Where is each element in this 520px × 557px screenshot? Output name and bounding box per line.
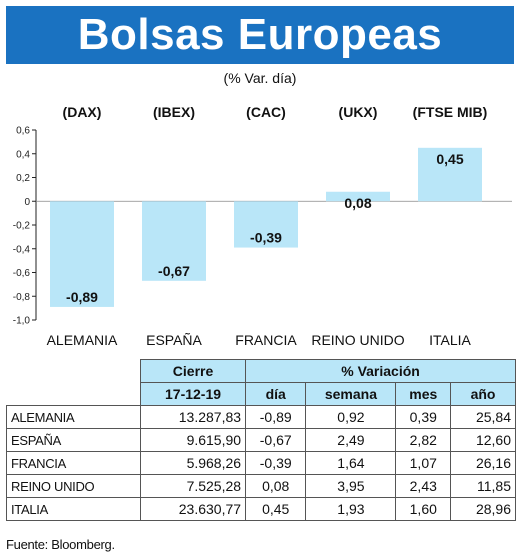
y-tick-label: -0,2	[13, 221, 31, 232]
index-label: (DAX)	[63, 104, 102, 120]
row-country: ALEMANIA	[6, 405, 141, 429]
row-semana: 3,95	[305, 474, 397, 498]
title-band: Bolsas Europeas	[6, 6, 514, 64]
row-cierre: 13.287,83	[139, 405, 247, 429]
bar-value-label: -0,39	[250, 230, 282, 246]
bar	[326, 191, 390, 202]
row-mes: 1,07	[395, 451, 452, 475]
header-cierre: Cierre	[139, 359, 247, 383]
row-anio: 12,60	[450, 428, 516, 452]
row-anio: 25,84	[450, 405, 516, 429]
bar	[418, 147, 482, 202]
table-row: REINO UNIDO 7.525,28 0,08 3,95 2,43 11,8…	[6, 474, 516, 498]
chart-subtitle: (% Var. día)	[223, 70, 297, 86]
y-tick-label: 0,6	[16, 126, 30, 137]
header-dia: día	[245, 382, 307, 406]
row-mes: 2,43	[395, 474, 452, 498]
row-anio: 11,85	[450, 474, 516, 498]
row-semana: 1,93	[305, 497, 397, 521]
header-date: 17-12-19	[139, 382, 247, 406]
bar-value-label: 0,08	[344, 195, 371, 211]
header-semana: semana	[305, 382, 397, 406]
row-dia: -0,39	[245, 451, 307, 475]
y-tick-label: -0,8	[13, 292, 31, 303]
table-row: FRANCIA 5.968,26 -0,39 1,64 1,07 26,16	[6, 451, 516, 475]
header-mes: mes	[395, 382, 452, 406]
table-row: ITALIA 23.630,77 0,45 1,93 1,60 28,96	[6, 497, 516, 521]
y-tick-label: 0,4	[16, 149, 30, 160]
bar-chart: 0,6 0,4 0,2 0 -0,2 -0,4 -0,6 -0,8 -1,0 -0,89 (DAX)…	[13, 104, 512, 348]
bar-value-label: -0,67	[158, 263, 190, 279]
bar	[234, 201, 298, 248]
y-tick-label: 0	[24, 197, 30, 208]
index-label: (IBEX)	[153, 104, 195, 120]
row-semana: 1,64	[305, 451, 397, 475]
index-label: (UKX)	[339, 104, 378, 120]
row-anio: 28,96	[450, 497, 516, 521]
x-tick-label: REINO UNIDO	[311, 332, 404, 348]
index-label: (FTSE MIB)	[413, 104, 488, 120]
row-cierre: 9.615,90	[139, 428, 247, 452]
stock-table: Cierre % Variación 17-12-19 día semana m…	[6, 359, 516, 521]
x-tick-label: ITALIA	[429, 332, 471, 348]
y-tick-label: -0,4	[13, 244, 31, 255]
row-cierre: 23.630,77	[139, 497, 247, 521]
table-header-row-2: 17-12-19 día semana mes año	[7, 382, 516, 406]
y-tick-label: -0,6	[13, 268, 31, 279]
row-country: ESPAÑA	[6, 428, 141, 452]
y-tick-label: -1,0	[13, 316, 31, 327]
row-anio: 26,16	[450, 451, 516, 475]
table-header-row-1: Cierre % Variación	[6, 359, 516, 406]
row-semana: 2,49	[305, 428, 397, 452]
row-mes: 1,60	[395, 497, 452, 521]
source-note: Fuente: Bloomberg.	[6, 537, 115, 552]
row-mes: 0,39	[395, 405, 452, 429]
x-tick-label: FRANCIA	[235, 332, 297, 348]
row-dia: -0,67	[245, 428, 307, 452]
index-label: (CAC)	[246, 104, 286, 120]
row-semana: 0,92	[305, 405, 397, 429]
row-cierre: 5.968,26	[139, 451, 247, 475]
bar-value-label: 0,45	[436, 151, 463, 167]
table-corner	[6, 359, 141, 406]
table-row: ESPAÑA 9.615,90 -0,67 2,49 2,82 12,60	[6, 428, 516, 452]
row-country: ITALIA	[6, 497, 141, 521]
y-tick-label: 0,2	[16, 173, 30, 184]
table-row: ALEMANIA 13.287,83 -0,89 0,92 0,39 25,84	[6, 405, 516, 429]
header-variacion: % Variación	[245, 359, 516, 383]
row-dia: 0,08	[245, 474, 307, 498]
bar-value-label: -0,89	[66, 289, 98, 305]
bar	[142, 201, 206, 281]
bar	[50, 201, 114, 307]
row-country: REINO UNIDO	[6, 474, 141, 498]
header-anio: año	[450, 382, 516, 406]
page-title: Bolsas Europeas	[77, 10, 443, 59]
x-tick-label: ESPAÑA	[146, 332, 202, 348]
row-country: FRANCIA	[6, 451, 141, 475]
row-cierre: 7.525,28	[139, 474, 247, 498]
x-tick-label: ALEMANIA	[47, 332, 118, 348]
row-dia: -0,89	[245, 405, 307, 429]
row-mes: 2,82	[395, 428, 452, 452]
row-dia: 0,45	[245, 497, 307, 521]
